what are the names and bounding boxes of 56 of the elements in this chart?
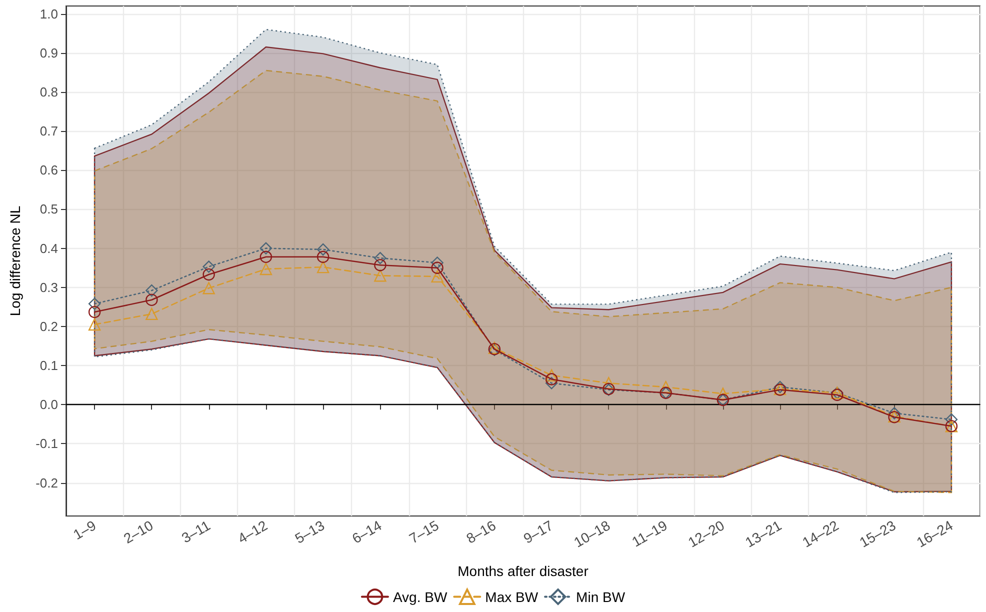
y-tick-label: 0.2	[40, 318, 58, 334]
point	[316, 243, 330, 256]
y-tick-label: 1.0	[40, 6, 58, 22]
point	[146, 294, 158, 306]
point	[545, 369, 558, 382]
point	[316, 260, 330, 274]
point	[888, 407, 900, 420]
point	[202, 282, 215, 294]
point	[945, 413, 958, 426]
legend-label: Avg. BW	[392, 588, 448, 605]
x-tick-label: 5–13	[292, 516, 328, 546]
point	[602, 377, 615, 390]
y-tick-label: 0.9	[40, 45, 58, 60]
point	[374, 252, 386, 264]
point	[660, 380, 672, 394]
x-tick-label: 9–17	[520, 516, 556, 546]
point	[146, 284, 158, 297]
x-tick-label: 6–14	[349, 516, 384, 546]
y-tick-label: 0.0	[40, 397, 58, 412]
point	[374, 259, 386, 272]
x-tick-label: 1–9	[70, 516, 99, 543]
point	[146, 308, 158, 320]
point	[260, 242, 272, 254]
x-tick-label: 2–10	[120, 516, 156, 546]
point	[88, 306, 101, 318]
y-tick-label: 0.1	[40, 358, 58, 374]
point	[545, 373, 558, 386]
x-tick-label: 4–12	[234, 516, 270, 546]
legend-label: Min BW	[576, 588, 626, 605]
y-tick-label: -0.2	[36, 475, 58, 490]
point	[88, 298, 101, 310]
point	[260, 250, 272, 263]
x-axis-title: Months after disaster	[458, 563, 589, 579]
y-tick-label: -0.1	[36, 436, 58, 452]
point	[431, 262, 444, 274]
y-tick-label: 0.7	[40, 124, 58, 139]
legend-label: Max BW	[485, 588, 539, 605]
point	[316, 250, 330, 263]
y-tick-label: 0.4	[40, 240, 58, 256]
point	[431, 256, 444, 269]
x-tick-label: 8–16	[463, 516, 499, 546]
point	[716, 388, 730, 400]
point	[545, 377, 558, 390]
point	[431, 270, 444, 283]
point	[88, 318, 101, 331]
x-tick-label: 3–11	[178, 516, 213, 546]
y-tick-label: 0.3	[40, 280, 58, 295]
point	[202, 268, 215, 281]
point	[374, 270, 386, 282]
y-axis-title: Log difference NL	[7, 206, 23, 316]
point	[260, 262, 272, 276]
y-tick-label: 0.5	[40, 202, 58, 217]
y-tick-label: 0.6	[40, 162, 58, 178]
x-tick-label: 7–15	[406, 516, 442, 546]
y-tick-label: 0.8	[40, 84, 58, 100]
point	[202, 260, 215, 273]
